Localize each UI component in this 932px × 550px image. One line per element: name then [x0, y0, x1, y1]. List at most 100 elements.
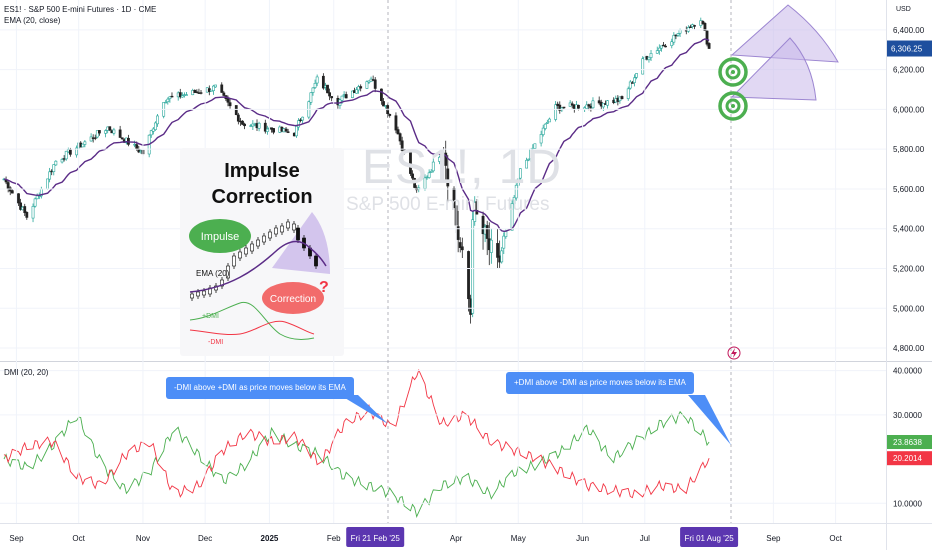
- candle[interactable]: [60, 157, 64, 164]
- candle[interactable]: [548, 117, 551, 123]
- dmi-axis-label[interactable]: 40.0000: [893, 367, 922, 376]
- symbol-title[interactable]: ES1! · S&P 500 E-mini Futures · 1D · CME: [4, 5, 157, 14]
- candle[interactable]: [326, 84, 329, 94]
- candle[interactable]: [396, 126, 400, 135]
- time-axis-label[interactable]: Fri 21 Feb '25: [351, 534, 401, 543]
- candle[interactable]: [541, 124, 545, 137]
- candle[interactable]: [485, 220, 489, 256]
- candle[interactable]: [703, 22, 707, 32]
- candle[interactable]: [458, 237, 462, 253]
- callout-plus-dmi[interactable]: +DMI above -DMI as price moves below its…: [506, 372, 694, 394]
- candle[interactable]: [659, 45, 663, 52]
- candle[interactable]: [409, 151, 412, 177]
- price-axis-label[interactable]: 6,200.00: [893, 66, 925, 75]
- price-axis-label[interactable]: 4,800.00: [893, 344, 925, 353]
- price-axis-label[interactable]: 5,200.00: [893, 265, 925, 274]
- candle[interactable]: [112, 127, 116, 136]
- date-badge[interactable]: [680, 527, 739, 547]
- time-axis-label[interactable]: Fri 01 Aug '25: [685, 534, 735, 543]
- candle[interactable]: [284, 126, 288, 133]
- candle[interactable]: [411, 170, 414, 181]
- candle[interactable]: [568, 100, 572, 107]
- candle[interactable]: [151, 127, 155, 135]
- candle[interactable]: [514, 183, 518, 201]
- candle[interactable]: [17, 193, 20, 207]
- candle[interactable]: [558, 101, 562, 114]
- candle[interactable]: [365, 80, 369, 89]
- candle[interactable]: [46, 178, 49, 190]
- candle[interactable]: [220, 82, 224, 93]
- candle[interactable]: [438, 155, 441, 165]
- last-price-badge[interactable]: [887, 40, 932, 57]
- candle[interactable]: [10, 188, 14, 194]
- candle[interactable]: [452, 186, 456, 209]
- candle[interactable]: [180, 92, 184, 98]
- candle[interactable]: [355, 87, 358, 94]
- candle[interactable]: [83, 140, 87, 148]
- candle[interactable]: [199, 89, 203, 95]
- candle[interactable]: [500, 247, 504, 264]
- target-icon[interactable]: [718, 91, 748, 121]
- candle[interactable]: [118, 125, 122, 138]
- candle[interactable]: [444, 140, 448, 182]
- candle[interactable]: [108, 126, 112, 132]
- candle[interactable]: [456, 210, 460, 253]
- candle[interactable]: [647, 56, 651, 63]
- candle[interactable]: [75, 145, 78, 158]
- candle[interactable]: [8, 186, 12, 196]
- time-axis-label[interactable]: Sep: [766, 534, 781, 543]
- candle[interactable]: [635, 73, 638, 80]
- candle[interactable]: [25, 211, 29, 220]
- dmi-axis-label[interactable]: 10.0000: [893, 499, 922, 508]
- candle[interactable]: [234, 105, 238, 116]
- candle[interactable]: [628, 79, 632, 90]
- dmi-indicator-title[interactable]: DMI (20, 20): [4, 368, 49, 377]
- price-axis-label[interactable]: 5,600.00: [893, 185, 925, 194]
- candle[interactable]: [156, 114, 159, 127]
- candle[interactable]: [388, 113, 392, 118]
- price-axis-label[interactable]: 6,400.00: [893, 26, 925, 35]
- candle[interactable]: [662, 41, 665, 47]
- candle[interactable]: [311, 87, 315, 96]
- candle[interactable]: [394, 112, 398, 134]
- candle[interactable]: [31, 203, 35, 223]
- candle[interactable]: [525, 157, 529, 169]
- candle[interactable]: [554, 101, 558, 122]
- candle[interactable]: [533, 143, 537, 149]
- candle[interactable]: [657, 44, 661, 55]
- candle[interactable]: [344, 91, 348, 99]
- candle[interactable]: [655, 46, 659, 54]
- candle[interactable]: [689, 24, 692, 28]
- target-icon[interactable]: [718, 57, 748, 87]
- time-axis-label[interactable]: Sep: [9, 534, 24, 543]
- candle[interactable]: [633, 74, 636, 87]
- candle[interactable]: [185, 92, 188, 96]
- candle[interactable]: [272, 127, 275, 135]
- candle[interactable]: [398, 132, 402, 145]
- candle[interactable]: [286, 128, 290, 134]
- candle[interactable]: [460, 237, 464, 258]
- candle[interactable]: [585, 101, 589, 109]
- candle[interactable]: [214, 84, 217, 88]
- candle[interactable]: [328, 88, 331, 101]
- candle[interactable]: [236, 112, 240, 125]
- minus-dmi-value-badge[interactable]: [887, 451, 932, 466]
- time-axis-label[interactable]: May: [511, 534, 526, 543]
- candle[interactable]: [97, 130, 101, 136]
- plus-dmi-value-badge[interactable]: [887, 434, 932, 449]
- candle[interactable]: [54, 160, 58, 166]
- candle[interactable]: [359, 84, 363, 92]
- candle[interactable]: [64, 150, 68, 161]
- candle[interactable]: [164, 99, 168, 104]
- candle[interactable]: [527, 158, 531, 162]
- time-axis-label[interactable]: Dec: [198, 534, 212, 543]
- candle[interactable]: [33, 197, 37, 208]
- candle[interactable]: [193, 89, 197, 93]
- candle[interactable]: [630, 80, 634, 84]
- candle[interactable]: [313, 79, 317, 90]
- candle[interactable]: [195, 89, 199, 94]
- candle[interactable]: [676, 33, 680, 38]
- date-badge[interactable]: [346, 527, 405, 547]
- candle[interactable]: [496, 228, 499, 269]
- plus-dmi-line[interactable]: [3, 410, 710, 519]
